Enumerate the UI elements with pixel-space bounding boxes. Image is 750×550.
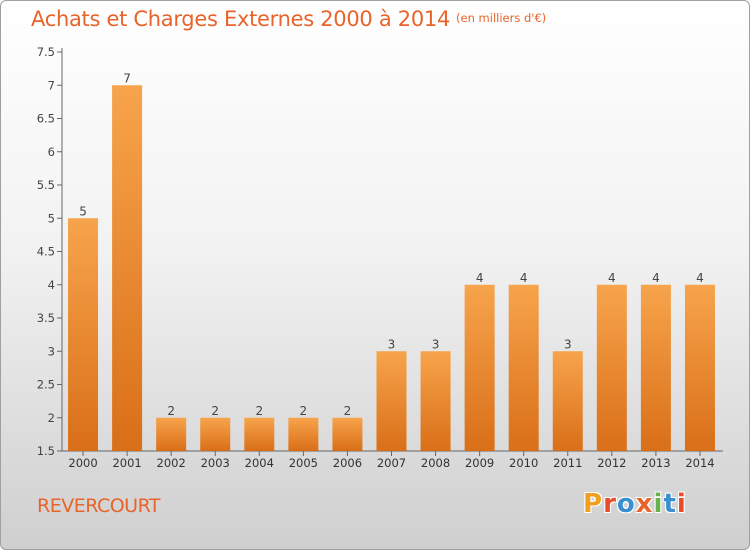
y-tick-label: 2 <box>48 411 55 425</box>
brand-letter: i <box>653 489 664 519</box>
data-label: 4 <box>696 271 704 285</box>
data-label: 2 <box>211 404 219 418</box>
bar <box>156 417 187 451</box>
brand-letter: i <box>676 489 687 519</box>
y-tick-label: 4.5 <box>37 245 55 259</box>
data-label: 3 <box>388 337 396 351</box>
chart-title-text: Achats et Charges Externes 2000 à 2014 <box>31 7 451 31</box>
bar <box>508 284 539 451</box>
data-label: 3 <box>432 337 440 351</box>
y-tick-label: 5 <box>48 211 55 225</box>
data-label: 4 <box>652 271 660 285</box>
bar <box>640 284 671 451</box>
bar <box>464 284 495 451</box>
x-tick-label: 2009 <box>465 456 494 470</box>
x-tick-label: 2012 <box>597 456 626 470</box>
x-tick-label: 2007 <box>377 456 406 470</box>
y-tick-label: 6 <box>48 145 55 159</box>
commune-name: REVERCOURT <box>37 495 161 517</box>
bar <box>420 351 451 451</box>
bar <box>244 417 275 451</box>
y-tick-label: 7.5 <box>37 45 55 59</box>
x-tick-label: 2006 <box>333 456 362 470</box>
data-label: 2 <box>255 404 263 418</box>
data-label: 4 <box>520 271 528 285</box>
y-tick-label: 5.5 <box>37 178 55 192</box>
bar <box>596 284 627 451</box>
x-tick-label: 2001 <box>112 456 141 470</box>
data-label: 3 <box>564 337 572 351</box>
x-tick-label: 2008 <box>421 456 450 470</box>
x-tick-label: 2011 <box>553 456 582 470</box>
data-label: 4 <box>476 271 484 285</box>
data-label: 4 <box>608 271 616 285</box>
x-tick-label: 2003 <box>201 456 230 470</box>
proxiti-logo: Proxiti <box>583 489 687 519</box>
y-tick-label: 2.5 <box>37 378 55 392</box>
x-tick-label: 2014 <box>685 456 714 470</box>
chart-unit: (en milliers d'€) <box>456 11 547 25</box>
bar <box>288 417 319 451</box>
y-tick-label: 6.5 <box>37 112 55 126</box>
y-tick-label: 3.5 <box>37 311 55 325</box>
bar <box>552 351 583 451</box>
x-tick-label: 2013 <box>641 456 670 470</box>
bar <box>112 85 143 451</box>
brand-letter: P <box>583 489 604 519</box>
x-tick-label: 2004 <box>245 456 274 470</box>
data-label: 5 <box>79 204 87 218</box>
bar <box>200 417 231 451</box>
data-label: 2 <box>344 404 352 418</box>
x-tick-label: 2002 <box>157 456 186 470</box>
brand-letter: t <box>663 489 677 519</box>
bar <box>332 417 363 451</box>
x-tick-label: 2010 <box>509 456 538 470</box>
bar <box>684 284 715 451</box>
bar <box>376 351 407 451</box>
y-tick-label: 7 <box>48 78 55 92</box>
chart-title: Achats et Charges Externes 2000 à 2014 (e… <box>31 7 546 31</box>
brand-letter: r <box>603 489 617 519</box>
x-tick-label: 2005 <box>289 456 318 470</box>
x-tick-label: 2000 <box>68 456 97 470</box>
y-tick-label: 1.5 <box>37 444 55 458</box>
y-tick-label: 4 <box>48 278 55 292</box>
brand-letter: o <box>616 489 636 519</box>
y-tick-label: 3 <box>48 344 55 358</box>
bar <box>68 218 99 451</box>
brand-letter: x <box>635 489 654 519</box>
data-label: 7 <box>123 71 131 85</box>
data-label: 2 <box>300 404 308 418</box>
data-label: 2 <box>167 404 175 418</box>
